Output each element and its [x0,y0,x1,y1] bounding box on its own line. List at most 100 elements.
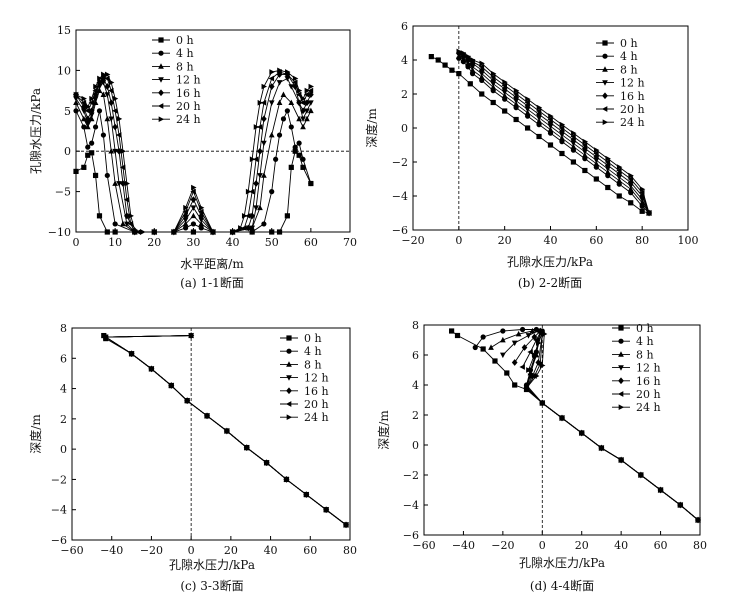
y-tick-label: −2 [51,473,67,486]
legend-marker [602,92,608,100]
data-point [604,159,611,165]
data-point [284,213,290,219]
data-point [524,385,530,391]
data-point [532,352,538,358]
data-point [108,87,114,94]
data-point [605,155,611,162]
data-point [108,116,115,122]
data-point [524,99,530,106]
series-line [522,331,699,521]
data-point [511,359,518,366]
x-tick-label: 60 [304,236,318,249]
data-point [198,225,204,231]
data-point [124,221,130,228]
data-point [479,60,485,67]
data-point [616,164,623,170]
data-point [308,180,314,187]
legend-label: 16 h [636,375,661,388]
series-24h [103,332,350,528]
legend-label: 16 h [304,385,329,398]
data-point [616,167,622,174]
data-point [273,156,279,162]
data-point [96,213,103,219]
data-point [292,144,298,150]
data-point [190,205,197,211]
data-point [73,96,79,102]
legend-marker [286,348,292,354]
legend: 0 h4 h8 h12 h16 h20 h24 h [612,322,661,414]
y-tick-label: 2 [412,409,419,422]
data-point [191,184,197,191]
x-tick-label: 80 [635,234,649,247]
legend-label: 20 h [176,100,201,113]
data-point [308,83,314,90]
y-tick-label: 0 [412,439,419,452]
data-point [88,115,95,122]
x-tick-label: −40 [100,544,123,557]
data-point [183,225,189,231]
data-point [512,382,518,388]
data-point [244,444,250,451]
data-point [535,359,542,366]
data-point [558,125,565,131]
x-tick-label: 60 [654,539,668,552]
series-24h [73,67,314,235]
data-point [108,99,115,107]
x-axis-label: 孔隙水压力/kPa [507,255,593,269]
data-point [449,67,455,73]
data-point [524,125,531,131]
data-point [84,107,91,114]
x-tick-label: 100 [678,234,699,247]
legend-marker [602,66,608,72]
data-point [88,107,95,115]
chart-caption: (b) 2-2断面 [518,275,582,290]
legend: 0 h4 h8 h12 h16 h20 h24 h [596,37,645,129]
data-point [132,227,138,234]
legend-label: 24 h [304,411,329,424]
legend-marker [285,401,292,407]
data-point [256,124,263,130]
data-point [104,172,110,179]
data-point [127,221,134,227]
y-tick-label: −5 [55,186,71,199]
data-point [539,400,546,406]
data-point [238,225,244,231]
data-point [280,91,287,97]
data-point [135,229,141,235]
data-point [261,140,267,147]
legend-marker [601,106,608,112]
data-point [300,156,306,162]
legend-marker [618,325,624,331]
data-point [559,132,565,138]
data-point [261,221,267,227]
data-point [582,138,588,145]
data-point [467,81,473,87]
data-point [80,115,87,122]
data-point [81,164,87,170]
data-point [269,69,275,75]
data-point [616,174,623,181]
legend-label: 24 h [620,116,645,129]
legend-marker [157,103,164,109]
data-point [112,229,118,235]
x-tick-label: 0 [539,539,546,552]
data-point [280,116,287,122]
legend-marker [602,119,609,126]
data-point [253,180,259,187]
data-point [536,104,543,111]
data-point [249,229,255,235]
y-tick-label: 8 [412,319,419,332]
data-point [304,99,310,107]
data-point [182,220,189,227]
data-point [300,123,306,130]
data-point [116,116,123,122]
y-tick-label: 0 [60,443,67,456]
data-point [257,204,263,211]
data-point [108,79,115,86]
series-20h [519,329,701,523]
data-point [184,397,191,404]
data-point [581,142,588,148]
data-point [559,150,565,157]
y-tick-label: 6 [60,352,67,365]
